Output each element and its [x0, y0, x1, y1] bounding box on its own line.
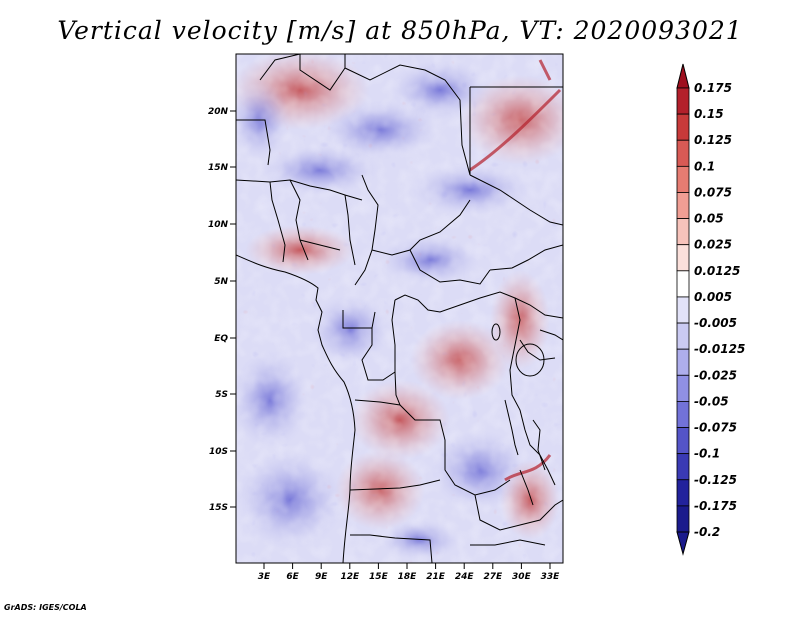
colorbar-label: 0.0125	[694, 264, 740, 278]
lat-label: 15S	[209, 503, 228, 513]
latitude-axis: 20N 15N 10N 5N EQ 5S 10S 15S	[208, 107, 236, 513]
longitude-axis: 3E 6E 9E 12E 15E 18E 21E 24E 27E 30E 33E	[258, 563, 560, 582]
lat-label: 5N	[214, 277, 228, 287]
lon-label: 18E	[398, 572, 418, 582]
colorbar-label: 0.075	[694, 185, 732, 199]
colorbar-label: -0.005	[694, 316, 737, 330]
colorbar-segment	[676, 244, 690, 272]
colorbar-segment	[676, 165, 690, 193]
colorbar-top-arrow	[676, 63, 690, 89]
colorbar-label: 0.125	[694, 133, 732, 147]
colorbar-segment	[676, 322, 690, 350]
colorbar-label: 0.1	[694, 159, 715, 173]
colorbar-segment	[676, 479, 690, 507]
colorbar-label: -0.175	[694, 499, 737, 513]
lon-label: 6E	[286, 572, 299, 582]
colorbar-segment	[676, 139, 690, 167]
colorbar-label: -0.075	[694, 421, 737, 435]
colorbar-label: -0.05	[694, 394, 729, 408]
country-borders	[236, 54, 563, 563]
colorbar-label: 0.005	[694, 290, 732, 304]
colorbar-segment	[676, 113, 690, 141]
colorbar-segment	[676, 87, 690, 115]
colorbar-segment	[676, 348, 690, 376]
lat-label: 10N	[208, 220, 229, 230]
colorbar-segment	[676, 270, 690, 298]
colorbar-label: -0.2	[694, 525, 720, 539]
lon-label: 24E	[455, 572, 475, 582]
colorbar-bottom-arrow	[676, 531, 690, 556]
lon-label: 15E	[369, 572, 389, 582]
colorbar-label: 0.05	[694, 212, 724, 226]
colorbar-segment	[676, 401, 690, 428]
colorbar-label: 0.175	[694, 81, 732, 95]
velocity-field	[236, 54, 563, 563]
colorbar-label: 0.025	[694, 238, 732, 252]
colorbar-segment	[676, 296, 690, 324]
lon-label: 12E	[340, 572, 360, 582]
colorbar-label: -0.0125	[694, 342, 745, 356]
colorbar-segment	[676, 374, 690, 402]
map-frame	[235, 53, 564, 564]
colorbar-segment	[676, 218, 690, 246]
colorbar-segment	[676, 427, 690, 455]
colorbar: 0.175 0.15 0.125 0.1 0.075 0.05 0.025 0.0125 0.0…	[676, 63, 745, 556]
lakes	[491, 323, 545, 506]
colorbar-label: 0.15	[694, 107, 724, 121]
footer-credit: GrADS: IGES/COLA	[4, 603, 87, 612]
lon-label: 33E	[541, 572, 561, 582]
colorbar-label: -0.025	[694, 368, 737, 382]
lat-label: 10S	[209, 447, 228, 457]
lon-label: 9E	[315, 572, 328, 582]
colorbar-segment	[676, 453, 690, 481]
colorbar-label: -0.125	[694, 473, 737, 487]
colorbar-label: -0.1	[694, 447, 720, 461]
lon-label: 30E	[512, 572, 532, 582]
lat-label: 15N	[208, 163, 229, 173]
colorbar-segment	[676, 192, 690, 219]
lat-label: 20N	[208, 107, 229, 117]
lon-label: 21E	[426, 572, 446, 582]
lat-label: EQ	[214, 334, 228, 344]
lon-label: 27E	[483, 572, 503, 582]
lon-label: 3E	[258, 572, 271, 582]
colorbar-segment	[676, 505, 690, 533]
chart-title: Vertical velocity [m/s] at 850hPa, VT: 2…	[57, 16, 743, 45]
lat-label: 5S	[215, 390, 228, 400]
